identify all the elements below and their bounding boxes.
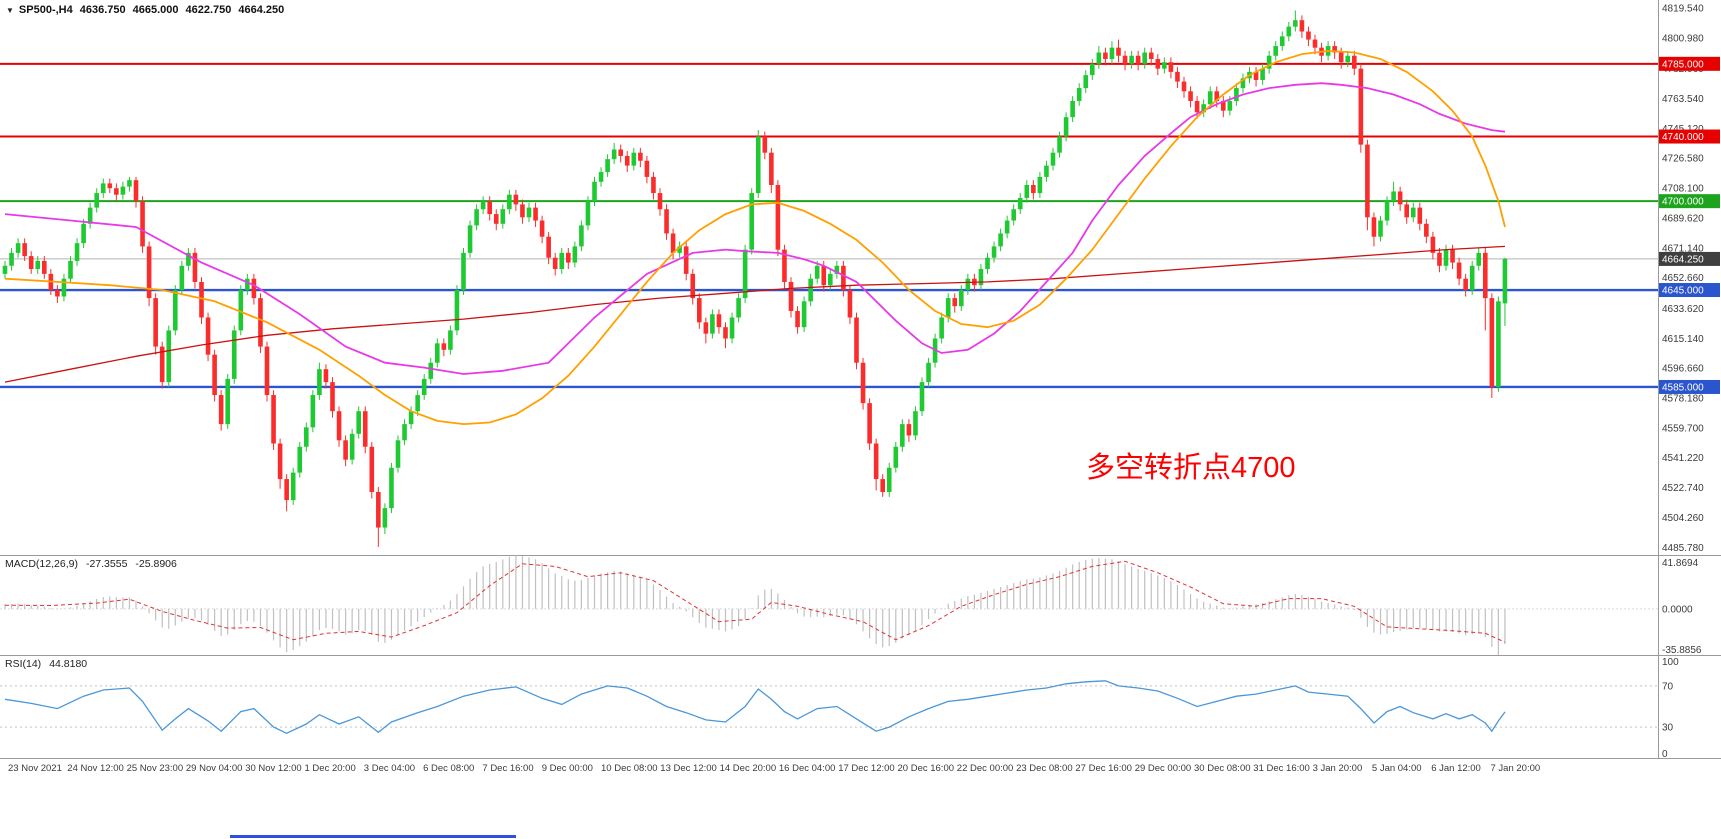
svg-text:30 Dec 08:00: 30 Dec 08:00 [1194,763,1251,774]
ohlc-high: 4665.000 [132,4,179,16]
macd-axis-max: 41.8694 [1662,558,1699,569]
svg-text:20 Dec 16:00: 20 Dec 16:00 [898,763,955,774]
rsi-line [4,680,1506,735]
horizontal-lines-layer[interactable] [0,62,1658,389]
rsi-value: 44.8180 [49,658,88,670]
rsi-axis-label: 30 [1662,723,1674,734]
dropdown-triangle-icon: ▼ [6,6,14,15]
svg-text:4559.700: 4559.700 [1662,423,1704,434]
svg-text:4578.180: 4578.180 [1662,393,1704,404]
svg-text:4596.660: 4596.660 [1662,364,1704,375]
svg-text:25 Nov 23:00: 25 Nov 23:00 [127,763,184,774]
svg-text:22 Dec 00:00: 22 Dec 00:00 [957,763,1014,774]
svg-text:4615.140: 4615.140 [1662,334,1704,345]
macd-main-value: -27.3555 [85,558,128,570]
price-axis-labels: 4819.5404800.9804782.0604763.5404745.120… [1662,4,1704,554]
svg-text:9 Dec 00:00: 9 Dec 00:00 [542,763,593,774]
rsi-axis-label: 70 [1662,681,1674,692]
price-axis-badges: 4785.000 4740.000 4700.000 4664.250 4645.000… [1659,56,1720,394]
rsi-indicator-header: RSI(14) 44.8180 [5,658,95,670]
rsi-axis-label: 0 [1662,749,1668,760]
price-badge-4585.000 [1659,379,1720,394]
svg-text:1 Dec 20:00: 1 Dec 20:00 [305,763,356,774]
svg-text:27 Dec 16:00: 27 Dec 16:00 [1075,763,1132,774]
macd-signal-line [4,560,1506,643]
macd-indicator-header: MACD(12,26,9) -27.3555 -25.8906 [5,558,185,570]
svg-text:16 Dec 04:00: 16 Dec 04:00 [779,763,836,774]
svg-text:31 Dec 16:00: 31 Dec 16:00 [1253,763,1310,774]
bottom-scrollbar[interactable] [230,835,516,838]
svg-text:4700.000: 4700.000 [1662,197,1704,208]
candles-layer [2,10,1508,547]
svg-text:4745.120: 4745.120 [1662,124,1704,135]
price-badge-4740.000 [1659,129,1720,144]
price-badge-4700.000 [1659,194,1720,209]
svg-text:4819.540: 4819.540 [1662,4,1704,15]
ohlc-low: 4622.750 [185,4,232,16]
svg-text:3 Jan 20:00: 3 Jan 20:00 [1313,763,1363,774]
svg-text:3 Dec 04:00: 3 Dec 04:00 [364,763,415,774]
macd-axis-min: -35.8856 [1662,645,1702,656]
svg-text:4763.540: 4763.540 [1662,94,1704,105]
svg-text:4645.000: 4645.000 [1662,286,1704,297]
svg-text:4800.980: 4800.980 [1662,34,1704,45]
svg-text:4726.580: 4726.580 [1662,154,1704,165]
ma-line-magenta [4,82,1506,375]
time-axis-labels: 23 Nov 2021 24 Nov 12:00 25 Nov 23:00 29 No… [8,763,1540,774]
svg-text:29 Dec 00:00: 29 Dec 00:00 [1135,763,1192,774]
svg-text:29 Nov 04:00: 29 Nov 04:00 [186,763,243,774]
svg-text:4740.000: 4740.000 [1662,132,1704,143]
svg-text:17 Dec 12:00: 17 Dec 12:00 [838,763,895,774]
price-badge-4664.250 [1659,251,1720,266]
ma-line-red [4,245,1506,383]
ohlc-open: 4636.750 [79,4,126,16]
chart-annotation-text[interactable]: 多空转折点4700 [1086,452,1296,484]
svg-text:4485.780: 4485.780 [1662,543,1704,554]
svg-text:4585.000: 4585.000 [1662,382,1704,393]
price-badge-4645.000 [1659,283,1720,298]
svg-text:4708.100: 4708.100 [1662,184,1704,195]
macd-signal-value: -25.8906 [135,558,177,570]
chart-title-ohlc: ▼ SP500-,H4 4636.750 4665.000 4622.750 4664.2… [6,4,291,16]
svg-text:4504.260: 4504.260 [1662,513,1704,524]
svg-text:4689.620: 4689.620 [1662,213,1704,224]
symbol-timeframe: SP500-,H4 [18,4,73,16]
svg-text:4664.250: 4664.250 [1662,254,1704,265]
ohlc-close: 4664.250 [238,4,285,16]
svg-text:4633.620: 4633.620 [1662,304,1704,315]
rsi-panel: 100 70 30 0 [0,657,1679,760]
rsi-name: RSI(14) [5,658,42,670]
svg-text:24 Nov 12:00: 24 Nov 12:00 [67,763,124,774]
svg-text:14 Dec 20:00: 14 Dec 20:00 [720,763,777,774]
svg-text:5 Jan 04:00: 5 Jan 04:00 [1372,763,1422,774]
ma-line-orange [4,49,1506,426]
macd-name: MACD(12,26,9) [5,558,78,570]
macd-axis-zero: 0.0000 [1662,604,1693,615]
svg-text:7 Jan 20:00: 7 Jan 20:00 [1491,763,1541,774]
svg-text:4671.140: 4671.140 [1662,243,1704,254]
svg-text:7 Dec 16:00: 7 Dec 16:00 [482,763,533,774]
svg-text:10 Dec 08:00: 10 Dec 08:00 [601,763,658,774]
svg-text:23 Nov 2021: 23 Nov 2021 [8,763,62,774]
moving-averages-layer [4,49,1506,426]
svg-text:13 Dec 12:00: 13 Dec 12:00 [660,763,717,774]
svg-text:4785.000: 4785.000 [1662,59,1704,70]
svg-text:4541.220: 4541.220 [1662,453,1704,464]
svg-text:6 Jan 12:00: 6 Jan 12:00 [1431,763,1481,774]
svg-text:23 Dec 08:00: 23 Dec 08:00 [1016,763,1073,774]
svg-text:30 Nov 12:00: 30 Nov 12:00 [245,763,302,774]
svg-text:4522.740: 4522.740 [1662,483,1704,494]
rsi-axis-label: 100 [1662,657,1679,668]
svg-text:6 Dec 08:00: 6 Dec 08:00 [423,763,474,774]
svg-text:4652.660: 4652.660 [1662,273,1704,284]
macd-histogram [0,555,1658,655]
price-badge-4785.000 [1659,56,1720,71]
